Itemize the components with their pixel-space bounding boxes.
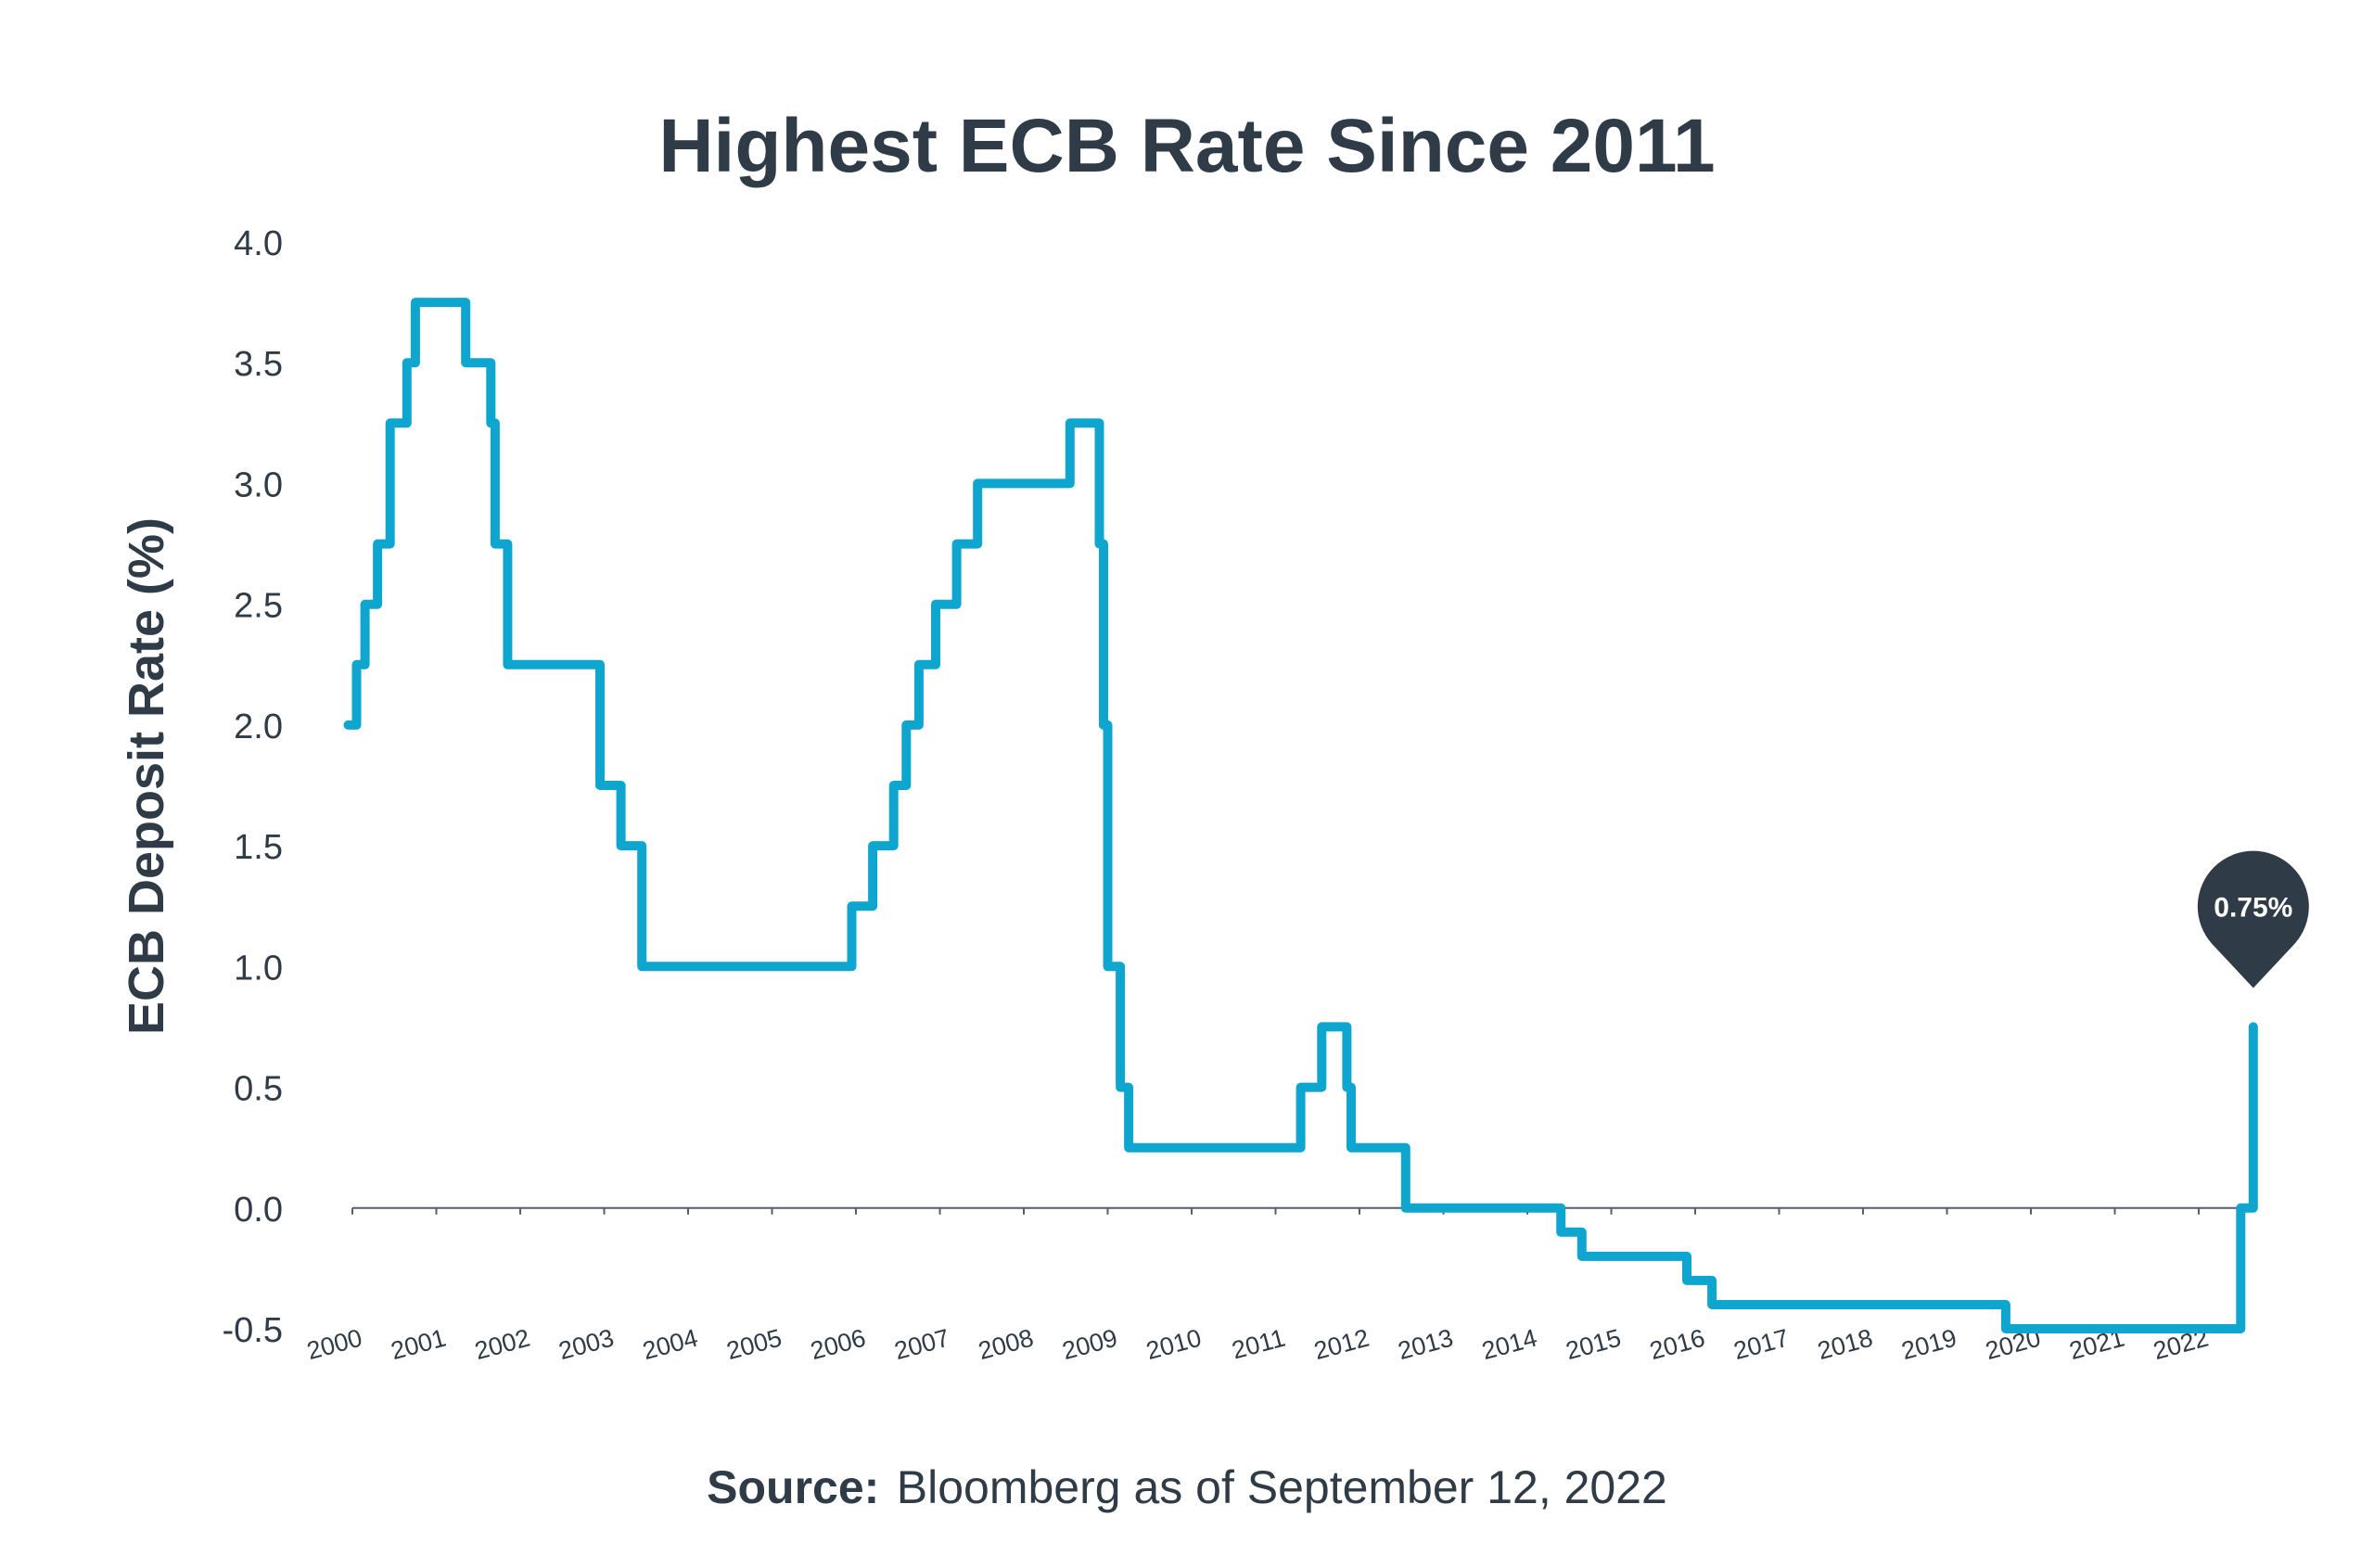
x-tick-label: 2004 (640, 1324, 701, 1366)
y-tick-label: 1.0 (234, 949, 283, 988)
x-tick-label: 2010 (1143, 1324, 1205, 1366)
deposit-rate-line (343, 298, 2258, 1333)
x-tick-label: 2014 (1479, 1324, 1540, 1366)
chart-title: Highest ECB Rate Since 2011 (658, 104, 1715, 188)
y-tick-label: 0.5 (234, 1070, 283, 1109)
x-tick-label: 2005 (723, 1324, 785, 1366)
source-note: Source: Bloomberg as of September 12, 20… (707, 1461, 1667, 1513)
callout-label: 0.75% (2214, 892, 2292, 923)
y-tick-label: 3.5 (234, 345, 283, 384)
y-tick-label: 1.5 (234, 828, 283, 867)
x-tick-label: 2000 (304, 1324, 365, 1366)
x-tick-label: 2015 (1563, 1324, 1624, 1366)
y-tick-labels: 4.0 3.5 3.0 2.5 2.0 1.5 1.0 0.5 0.0 -0.5 (223, 224, 283, 1350)
x-tick-label: 2013 (1395, 1324, 1456, 1366)
y-tick-label: 4.0 (234, 224, 283, 263)
source-text: Bloomberg as of September 12, 2022 (897, 1461, 1667, 1513)
x-tick-label: 2009 (1059, 1324, 1120, 1366)
x-tick-label: 2002 (472, 1324, 533, 1366)
x-tick-label: 2007 (891, 1324, 952, 1366)
y-tick-label: 0.0 (234, 1191, 283, 1230)
x-tick-labels: 2000 2001 2002 2003 2004 2005 2006 2007 2008 2009… (304, 1324, 2212, 1366)
x-tick-label: 2001 (388, 1324, 449, 1366)
x-tick-label: 2016 (1647, 1324, 1708, 1366)
x-tick-label: 2018 (1815, 1324, 1876, 1366)
y-axis-label: ECB Deposit Rate (%) (119, 517, 174, 1035)
y-tick-label: -0.5 (223, 1311, 283, 1350)
x-tick-label: 2006 (808, 1324, 869, 1366)
x-tick-label: 2008 (976, 1324, 1037, 1366)
source-label: Source: (707, 1461, 879, 1513)
callout-pin-shape (2197, 850, 2309, 988)
x-tick-label: 2012 (1311, 1324, 1372, 1366)
x-tick-label: 2019 (1898, 1324, 1959, 1366)
x-tick-label: 2003 (555, 1324, 617, 1366)
y-tick-label: 3.0 (234, 465, 283, 504)
y-tick-label: 2.5 (234, 587, 283, 626)
x-tick-label: 2017 (1730, 1324, 1792, 1366)
x-tick-label: 2011 (1229, 1324, 1288, 1365)
y-tick-label: 2.0 (234, 708, 283, 746)
rate-callout-pin: 0.75% (2197, 850, 2309, 988)
x-tick-marks (351, 1207, 2200, 1215)
